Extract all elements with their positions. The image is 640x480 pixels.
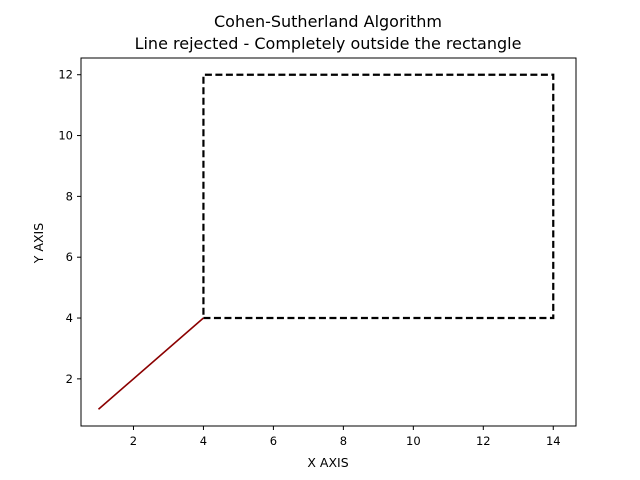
y-tick-label: 6 — [66, 250, 73, 264]
y-tick-label: 12 — [58, 68, 73, 82]
axis-ticks: 2 4 6 8 10 12 14 2 4 6 8 10 12 — [58, 68, 560, 448]
plot-area — [97, 73, 555, 410]
plot-frame — [80, 57, 577, 427]
clip-rectangle — [202, 73, 555, 320]
x-tick-label: 12 — [476, 434, 491, 448]
x-tick-label: 14 — [546, 434, 561, 448]
y-tick-label: 10 — [58, 129, 73, 143]
x-tick-label: 6 — [270, 434, 277, 448]
x-tick-label: 8 — [340, 434, 347, 448]
y-tick-label: 8 — [66, 189, 73, 203]
y-tick-label: 4 — [66, 311, 73, 325]
x-tick-label: 4 — [200, 434, 207, 448]
x-tick-label: 10 — [406, 434, 421, 448]
x-tick-label: 2 — [130, 434, 137, 448]
rejected-line-segment — [97, 317, 204, 410]
y-axis-label: Y AXIS — [31, 223, 46, 264]
x-axis-label: X AXIS — [307, 455, 348, 470]
chart-title: Cohen-Sutherland Algorithm — [214, 12, 442, 31]
chart-subtitle: Line rejected - Completely outside the r… — [135, 34, 522, 53]
y-tick-label: 2 — [66, 372, 73, 386]
